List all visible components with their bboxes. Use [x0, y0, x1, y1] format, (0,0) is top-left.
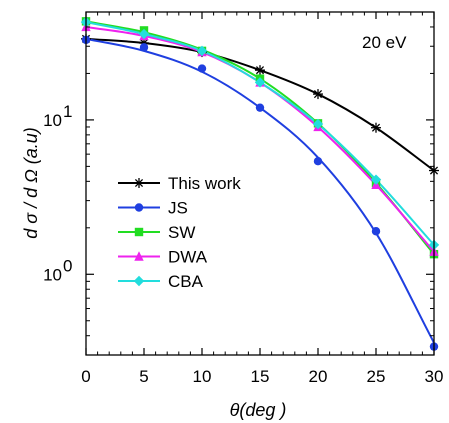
legend-label-this-work: This work	[168, 174, 241, 193]
point-this-work-5	[371, 122, 381, 133]
x-tick-label: 25	[367, 367, 386, 386]
y-tick-label-exponent: 1	[63, 102, 72, 121]
y-axis-title: d σ / d Ω (a.u)	[21, 127, 41, 239]
x-tick-label: 15	[251, 367, 270, 386]
x-tick-label: 30	[425, 367, 444, 386]
legend: This work JS SW DWA CBA	[118, 174, 241, 291]
point-js-4	[313, 157, 323, 166]
point-cba-1	[138, 28, 150, 40]
x-tick-label: 20	[309, 367, 328, 386]
legend-marker-js	[134, 203, 144, 212]
legend-marker-dwa	[134, 251, 144, 261]
legend-marker-this-work	[134, 178, 144, 188]
series-line-dwa	[86, 25, 434, 253]
point-cba-2	[196, 45, 208, 57]
legend-marker-sw	[134, 227, 144, 237]
legend-label-dwa: DWA	[168, 248, 208, 267]
series-line-js	[86, 37, 434, 344]
y-tick-label: 10	[43, 265, 62, 284]
legend-label-sw: SW	[168, 223, 195, 242]
y-tick-label: 10	[43, 111, 62, 130]
point-js-1	[139, 43, 149, 52]
legend-label-cba: CBA	[168, 272, 204, 291]
point-js-5	[371, 227, 381, 236]
x-tick-label: 0	[81, 367, 90, 386]
point-cba-3	[254, 77, 266, 88]
legend-marker-cba	[133, 275, 145, 287]
x-tick-label: 10	[193, 367, 212, 386]
point-js-2	[197, 64, 207, 73]
point-this-work-4	[313, 89, 323, 100]
series-line-sw	[86, 20, 434, 255]
x-axis-title: θ(deg )	[230, 400, 287, 420]
y-tick-label-exponent: 0	[63, 256, 72, 275]
point-js-3	[255, 103, 265, 112]
point-this-work-3	[255, 65, 265, 76]
x-tick-label: 5	[139, 367, 148, 386]
energy-annotation: 20 eV	[362, 33, 407, 52]
point-cba-4	[312, 118, 324, 130]
legend-label-js: JS	[168, 199, 188, 218]
point-cba-5	[370, 174, 382, 185]
